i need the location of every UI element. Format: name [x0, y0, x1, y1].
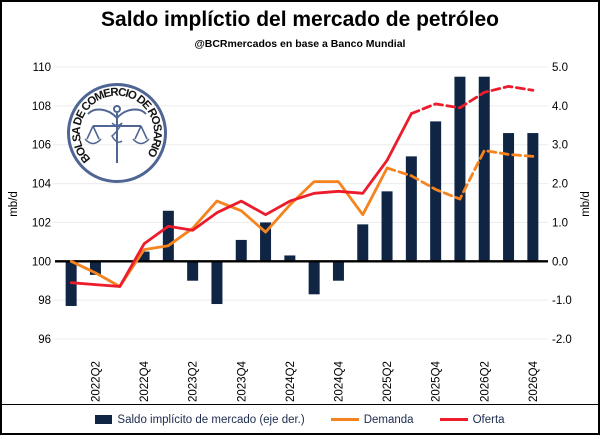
- right-tick-label: 0.0: [552, 256, 568, 268]
- line-solid: [69, 112, 413, 288]
- line-dashed-forecast: [409, 85, 535, 115]
- x-tick-label: 2023Q2: [188, 361, 200, 402]
- x-tick-label: 2022Q4: [139, 360, 151, 402]
- oferta-swatch: [439, 418, 468, 421]
- right-tick-label: 4.0: [552, 101, 568, 113]
- line-dashed-forecast: [385, 149, 535, 201]
- bar-2025Q4: [430, 121, 442, 262]
- x-tick-label: 2024Q4: [333, 360, 345, 402]
- bar-2023Q1: [162, 210, 174, 262]
- right-tick-label: 1.0: [552, 217, 568, 229]
- left-axis-ticks: 110 108 106 104 102 100 98 96: [32, 62, 52, 346]
- left-axis-title: mb/d: [8, 191, 20, 217]
- right-tick-label: 2.0: [552, 179, 568, 191]
- legend-demanda-label: Demanda: [363, 413, 414, 426]
- caduceus-wings-icon: [87, 108, 147, 119]
- legend-balance-label: Saldo implícito de mercado (eje der.): [117, 413, 305, 426]
- left-tick-label: 96: [38, 334, 51, 346]
- bar-2023Q3: [211, 261, 223, 305]
- bar-2026Q4: [527, 133, 539, 262]
- bar-2026Q2: [478, 76, 490, 262]
- bar-2024Q3: [308, 261, 320, 295]
- legend-oferta-label: Oferta: [472, 413, 505, 426]
- left-tick-label: 104: [32, 179, 52, 191]
- right-tick-label: 5.0: [552, 62, 568, 74]
- x-tick-label: 2026Q4: [528, 360, 540, 402]
- bar-2026Q3: [503, 133, 515, 262]
- left-tick-label: 106: [32, 140, 51, 152]
- bar-2022Q2: [89, 261, 101, 275]
- right-tick-label: -2.0: [552, 334, 572, 346]
- gridlines: [53, 66, 548, 340]
- right-axis-title: mb/d: [580, 191, 592, 217]
- snake-icon: [111, 122, 123, 143]
- legend-item-demanda: Demanda: [330, 413, 414, 426]
- logo-ring-icon: [67, 83, 167, 183]
- bcr-logo: BOLSA DE COMERCIO DE ROSARIO: [67, 83, 167, 183]
- left-tick-label: 108: [32, 101, 51, 113]
- bar-2024Q1: [260, 222, 272, 262]
- demanda-swatch: [330, 418, 359, 421]
- x-tick-label: 2025Q4: [431, 360, 443, 402]
- scale-pan-left-icon: [84, 125, 102, 145]
- legend-item-balance: Saldo implícito de mercado (eje der.): [95, 413, 305, 426]
- bar-2025Q1: [357, 224, 369, 262]
- right-tick-label: -1.0: [552, 295, 572, 307]
- chart-subtitle: @BCRmercados en base a Banco Mundial: [194, 38, 406, 50]
- bar-2023Q4: [235, 239, 247, 262]
- legend: Saldo implícito de mercado (eje der.) De…: [2, 404, 598, 433]
- right-tick-label: 3.0: [552, 140, 568, 152]
- oferta-line: [69, 85, 535, 288]
- bar-2025Q3: [405, 156, 417, 262]
- left-tick-label: 98: [38, 295, 51, 307]
- scale-pan-right-icon: [132, 125, 150, 145]
- x-tick-label: 2022Q2: [90, 361, 102, 402]
- x-tick-label: 2026Q2: [479, 361, 491, 402]
- balance-swatch: [95, 415, 113, 424]
- left-tick-label: 102: [32, 217, 51, 229]
- bar-2024Q2: [284, 255, 296, 262]
- left-tick-label: 100: [32, 256, 51, 268]
- caduceus-head-icon: [113, 105, 121, 113]
- left-tick-label: 110: [33, 62, 51, 74]
- right-axis-ticks: 5.0 4.0 3.0 2.0 1.0 0.0 -1.0 -2.0: [552, 62, 572, 346]
- x-axis-labels: 2022Q2 2022Q4 2023Q2 2023Q4 2024Q2 2024Q4 2025…: [90, 360, 539, 402]
- legend-item-oferta: Oferta: [439, 413, 505, 426]
- bar-2026Q1: [454, 76, 466, 262]
- chart-title: Saldo implíctio del mercado de petróleo: [101, 8, 499, 31]
- bar-2022Q4: [138, 251, 150, 262]
- bar-2024Q4: [332, 261, 344, 281]
- x-tick-label: 2023Q4: [236, 360, 248, 402]
- bar-2025Q2: [381, 191, 393, 262]
- bar-2023Q2: [187, 261, 199, 281]
- x-tick-label: 2024Q2: [285, 361, 297, 402]
- x-tick-label: 2025Q2: [382, 361, 394, 402]
